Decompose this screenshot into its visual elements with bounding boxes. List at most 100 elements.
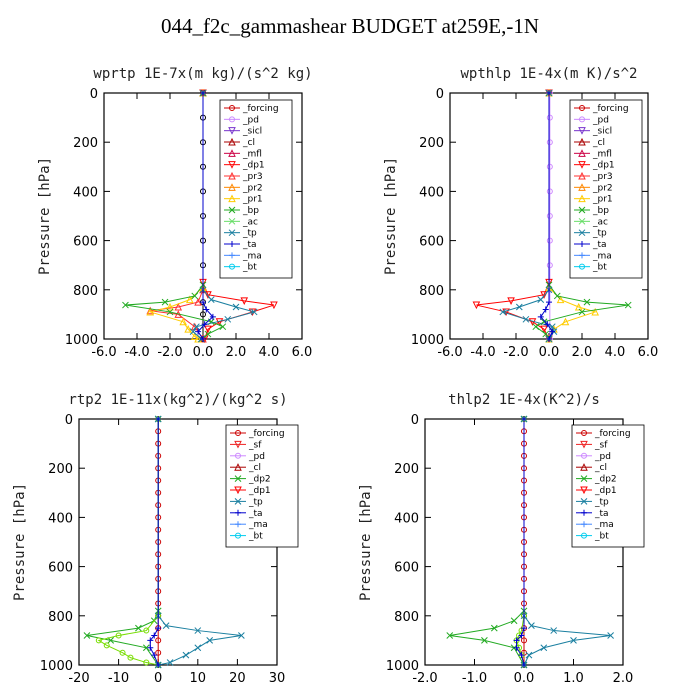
tp-point bbox=[182, 651, 190, 659]
legend-label: _bt bbox=[248, 532, 263, 542]
legend-point bbox=[228, 137, 236, 146]
ta-point bbox=[518, 632, 525, 639]
legend-point bbox=[579, 241, 585, 247]
bp-point bbox=[624, 301, 632, 309]
legend-point bbox=[229, 105, 235, 111]
legend-point bbox=[581, 521, 587, 528]
x-tick-label: 2.0 bbox=[226, 345, 247, 360]
tp-point bbox=[206, 637, 214, 644]
legend-point bbox=[578, 183, 586, 191]
ta-point bbox=[155, 662, 162, 668]
legend-label: _dp1 bbox=[594, 486, 617, 496]
tp-point bbox=[499, 308, 507, 316]
legend-point bbox=[229, 263, 235, 270]
tp-point bbox=[224, 315, 232, 323]
tp-point bbox=[162, 622, 170, 629]
dp1-point bbox=[502, 308, 510, 317]
series-line-tp bbox=[157, 419, 242, 666]
legend-point bbox=[234, 463, 242, 471]
bp-point bbox=[578, 308, 586, 316]
x-tick-label: -4.0 bbox=[124, 345, 149, 360]
ta-point bbox=[546, 90, 552, 96]
tp-point bbox=[207, 296, 215, 303]
legend-point bbox=[234, 475, 242, 482]
dp1-point bbox=[270, 301, 278, 310]
dp1-point bbox=[127, 654, 134, 661]
x-tick-label: 0 bbox=[154, 671, 162, 686]
series-line-dp2 bbox=[86, 419, 159, 666]
legend-label: _bp bbox=[242, 206, 259, 216]
tp-point bbox=[515, 303, 523, 311]
legend-point bbox=[235, 430, 241, 436]
y-tick-label: 600 bbox=[419, 235, 444, 250]
ta-point bbox=[513, 637, 520, 644]
legend-label: _forcing bbox=[594, 429, 631, 439]
tp-point bbox=[238, 632, 245, 639]
pd-point bbox=[546, 188, 553, 195]
y-tick-label: 400 bbox=[419, 185, 444, 200]
pr1-point bbox=[591, 307, 600, 316]
legend-label: _bt bbox=[242, 263, 257, 273]
series-line-pr1 bbox=[148, 93, 204, 340]
pr1-point bbox=[184, 325, 192, 333]
ta-point bbox=[203, 306, 210, 313]
dp1-point bbox=[143, 627, 150, 634]
legend-label: _ac bbox=[592, 217, 608, 227]
pr1-point bbox=[166, 302, 174, 311]
legend-point bbox=[235, 532, 241, 539]
legend-point bbox=[579, 105, 585, 111]
x-tick-label: 1.0 bbox=[563, 671, 584, 686]
bp-point bbox=[204, 330, 212, 338]
series-line-bp bbox=[125, 93, 224, 340]
chart-panel-4: thlp2 1E-4x(K^2)/s Pressure [hPa] -2.0 -1.0… bbox=[358, 392, 645, 686]
legend-label: _pr3 bbox=[592, 172, 613, 182]
x-tick-label: 10 bbox=[190, 671, 207, 686]
pr1-point bbox=[179, 317, 188, 326]
legend-label: _ta bbox=[242, 240, 257, 250]
legend-point bbox=[578, 229, 586, 237]
legend-label: _mfl bbox=[592, 149, 612, 159]
chart-title: rtp2 1E-11x(kg^2)/(kg^2 s) bbox=[68, 392, 287, 408]
ta-point bbox=[537, 313, 544, 320]
ta-point bbox=[521, 625, 527, 632]
pr1-point bbox=[561, 317, 570, 326]
y-axis-label: Pressure [hPa] bbox=[383, 157, 399, 275]
legend-label: _tp bbox=[242, 229, 257, 239]
legend-label: _pr1 bbox=[592, 195, 613, 205]
y-tick-label: 0 bbox=[65, 413, 73, 428]
pd-point bbox=[546, 163, 553, 170]
legend-label: _sf bbox=[594, 440, 608, 450]
tp-point bbox=[550, 627, 558, 634]
legend-label: _ma bbox=[242, 251, 262, 261]
ta-point bbox=[200, 299, 206, 306]
legend-point bbox=[580, 498, 588, 505]
legend-point bbox=[578, 206, 586, 214]
ta-point bbox=[151, 632, 158, 639]
dp1-point bbox=[540, 291, 548, 299]
tp-point bbox=[607, 632, 614, 639]
ta-point bbox=[201, 321, 208, 328]
legend-label: _tp bbox=[592, 229, 607, 239]
legend-label: _ta bbox=[592, 240, 607, 250]
legend-point bbox=[228, 229, 236, 237]
legend-label: _pd bbox=[594, 452, 611, 462]
legend-point bbox=[581, 430, 587, 436]
y-tick-label: 400 bbox=[394, 511, 419, 526]
x-tick-label: -4.0 bbox=[470, 345, 495, 360]
legend-label: _ma bbox=[248, 520, 268, 530]
legend-label: _pr2 bbox=[592, 183, 613, 193]
y-axis-label: Pressure [hPa] bbox=[358, 483, 374, 601]
forcing-point bbox=[155, 649, 162, 656]
legend-label: _bt bbox=[592, 263, 607, 273]
dp1-point bbox=[472, 301, 481, 310]
pr1-point bbox=[146, 307, 155, 316]
series-line-bp bbox=[534, 93, 629, 340]
legend-point bbox=[578, 149, 586, 157]
tp-point bbox=[570, 637, 577, 644]
pr1-point bbox=[190, 332, 199, 341]
legend-point bbox=[229, 116, 235, 123]
page-title: 044_f2c_gammashear BUDGET at259E,-1N bbox=[160, 14, 540, 38]
bp-point bbox=[532, 323, 540, 331]
dp2-point bbox=[481, 637, 488, 644]
dp1-point bbox=[204, 291, 212, 299]
